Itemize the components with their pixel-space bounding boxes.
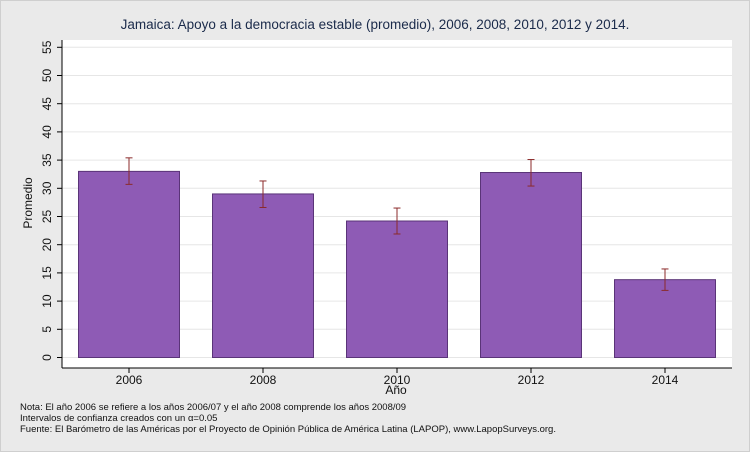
bar-2010	[346, 220, 448, 358]
y-tick-label: 30	[40, 181, 54, 195]
y-axis: 0 5 10 15 20 25 30 35 40 45 50 55	[40, 40, 63, 368]
bar-2008	[212, 193, 314, 358]
x-tick-label: 2008	[250, 373, 277, 387]
x-tick-label: 2006	[116, 373, 143, 387]
note-line-1: Nota: El año 2006 se refiere a los años …	[20, 402, 407, 413]
bars	[78, 170, 716, 358]
y-tick-label: 55	[40, 40, 54, 54]
x-axis-label: Año	[385, 383, 407, 397]
y-tick-label: 40	[40, 125, 54, 139]
y-tick-label: 50	[40, 69, 54, 83]
y-tick-label: 35	[40, 153, 54, 167]
y-tick-label: 10	[40, 294, 54, 308]
note-line-3: Fuente: El Barómetro de las Américas por…	[20, 424, 556, 435]
x-tick-label: 2010	[384, 373, 411, 387]
y-tick-label: 0	[40, 354, 54, 361]
y-tick-label: 45	[40, 97, 54, 111]
x-axis: 2006 2008 2010 2012 2014	[62, 367, 732, 387]
bar-2012	[480, 172, 582, 358]
y-tick-label: 25	[40, 210, 54, 224]
y-tick-label: 5	[40, 326, 54, 333]
y-axis-label: Promedio	[21, 177, 35, 229]
error-bars	[125, 157, 669, 291]
y-tick-label: 15	[40, 266, 54, 280]
chart-title: Jamaica: Apoyo a la democracia estable (…	[121, 17, 630, 32]
note-line-2: Intervalos de confianza creados con un α…	[20, 413, 218, 424]
bar-2014	[614, 279, 716, 358]
x-tick-label: 2014	[652, 373, 679, 387]
y-tick-label: 20	[40, 238, 54, 252]
bar-2006	[78, 170, 180, 358]
x-tick-label: 2012	[518, 373, 545, 387]
